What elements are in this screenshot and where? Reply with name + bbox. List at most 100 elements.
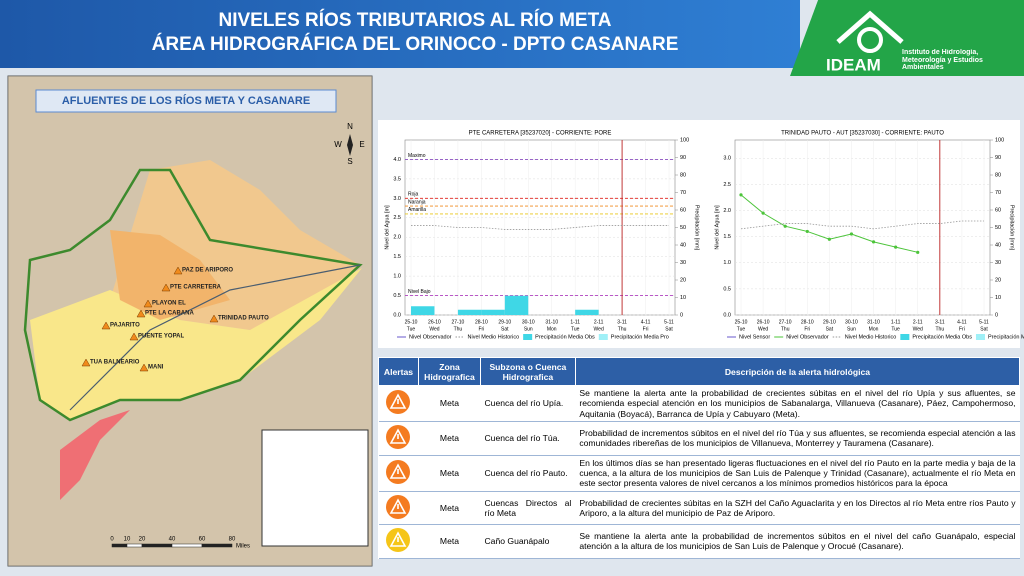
precip-bar — [504, 295, 529, 315]
alert-cell — [378, 421, 419, 456]
x-tick-day: Fri — [804, 326, 810, 332]
y2-tick-label: 20 — [680, 277, 686, 283]
scale-label: 40 — [169, 537, 176, 543]
precip-bar — [457, 309, 482, 315]
series-point — [805, 229, 809, 234]
station — [136, 309, 146, 318]
x-tick-day: Fri — [478, 326, 484, 332]
series-point — [894, 245, 898, 249]
reference-label: Nivel Bajo — [408, 289, 431, 295]
x-tick-day: Sun — [847, 326, 856, 332]
logo-panel — [790, 0, 1024, 76]
description-cell: En los últimos días se han presentado li… — [575, 455, 1020, 492]
precip-bar — [411, 306, 435, 315]
station-label: PTE LA CABANA — [145, 311, 194, 317]
alert-cell — [378, 524, 419, 559]
legend-entry: Precipitación Media Obs — [535, 334, 595, 340]
y2-tick-label: 20 — [995, 277, 1001, 283]
y-tick-label: 0.0 — [723, 312, 731, 318]
y-tick-label: 0.0 — [393, 312, 401, 318]
column-header: Zona Hidrografica — [417, 357, 481, 386]
chart-title: TRINIDAD PAUTO - AUT [35237030] - CORRIE… — [781, 131, 944, 137]
legend-swatch — [900, 334, 910, 340]
scale-label: 80 — [229, 537, 236, 543]
x-tick-label: 2-11 — [913, 319, 923, 325]
station — [101, 321, 111, 330]
legend-entry: Precipitación Media Pro — [988, 334, 1024, 340]
logo-swirl — [857, 27, 883, 53]
reference-label: Maximo — [408, 153, 426, 159]
logo-roof — [836, 10, 904, 44]
y-tick-label: 0.5 — [723, 286, 731, 292]
alert-cell — [378, 455, 419, 492]
series-point — [849, 232, 854, 236]
legend-swatch — [975, 334, 985, 340]
x-tick-label: 3-11 — [617, 319, 627, 325]
y2-tick-label: 0 — [995, 312, 998, 318]
legend-swatch — [598, 334, 608, 340]
legend-box — [261, 429, 369, 547]
subzone-cell: Cuenca del río Upía. — [480, 385, 576, 423]
description-cell: Se mantiene la alerta ante la probabilid… — [575, 524, 1020, 559]
y2-tick-label: 60 — [995, 207, 1001, 213]
operative-area — [23, 168, 363, 422]
zone-cell: Meta — [418, 421, 481, 456]
x-tick-label: 26-10 — [428, 319, 441, 325]
x-tick-day: Thu — [618, 326, 627, 332]
logo: IDEAM — [826, 10, 904, 74]
legend-entry: Nivel Observador — [409, 334, 452, 340]
legend-entry: Precipitación Media Obs — [912, 334, 972, 340]
alert-triangle — [390, 463, 407, 479]
reference-label: Naranja — [408, 199, 426, 205]
y2-tick-label: 100 — [995, 137, 1004, 143]
compass — [347, 134, 353, 156]
y2-tick-label: 30 — [680, 260, 686, 266]
x-tick-label: 31-10 — [545, 319, 558, 325]
zone-orange-2 — [110, 230, 230, 320]
y2-tick-label: 70 — [995, 190, 1001, 196]
station — [129, 332, 139, 341]
plot-area — [734, 139, 991, 316]
x-tick-label: 31-10 — [867, 319, 880, 325]
x-tick-day: Sat — [980, 326, 988, 332]
alert-icon — [386, 460, 411, 485]
reference-label: Amarilla — [408, 207, 426, 213]
x-tick-label: 3-11 — [935, 319, 945, 325]
legend-entry: Nivel Medio Historico — [468, 334, 520, 340]
zone-cell: Meta — [418, 385, 481, 423]
x-tick-day: Fri — [643, 326, 649, 332]
y-tick-label: 1.5 — [393, 254, 401, 260]
zone-cell: Meta — [418, 455, 481, 492]
station — [161, 283, 171, 292]
x-tick-day: Wed — [913, 326, 923, 332]
x-tick-label: 30-10 — [845, 319, 858, 325]
subzone-cell: Cuencas Directos al río Meta — [480, 491, 576, 526]
scale-segment — [111, 543, 128, 548]
alert-icon — [386, 494, 411, 519]
zone-cell: Meta — [418, 491, 481, 526]
table-header: Alertas Zona Hidrografica Subzona o Cuenca… — [378, 357, 1021, 386]
reference-label: Roja — [408, 192, 419, 198]
y-axis-label: Nivel del Agua [m] — [384, 205, 390, 250]
x-tick-label: 27-10 — [452, 319, 465, 325]
legend-entry: Nivel Observador — [786, 334, 829, 340]
alert-triangle — [390, 531, 407, 548]
description-cell: Probabilidad de crecientes súbitas en la… — [575, 491, 1020, 526]
series-point — [871, 240, 876, 244]
x-tick-day: Wed — [594, 326, 604, 332]
x-tick-day: Sat — [826, 326, 834, 332]
x-tick-day: Thu — [936, 326, 945, 332]
chart-title: PTE CARRETERA [35237020] - CORRIENTE: PO… — [469, 131, 612, 137]
y2-tick-label: 70 — [680, 190, 686, 196]
station-label: MANI — [148, 365, 164, 371]
station — [209, 314, 219, 323]
x-tick-day: Tue — [407, 326, 416, 332]
map-title-box — [35, 89, 337, 113]
alert-cell — [378, 385, 419, 423]
zone-red — [60, 410, 130, 500]
x-tick-label: 26-10 — [757, 319, 770, 325]
compass-letter: W — [334, 140, 342, 149]
y-tick-label: 0.5 — [393, 293, 401, 299]
x-tick-day: Tue — [571, 326, 580, 332]
y2-tick-label: 50 — [680, 225, 686, 231]
